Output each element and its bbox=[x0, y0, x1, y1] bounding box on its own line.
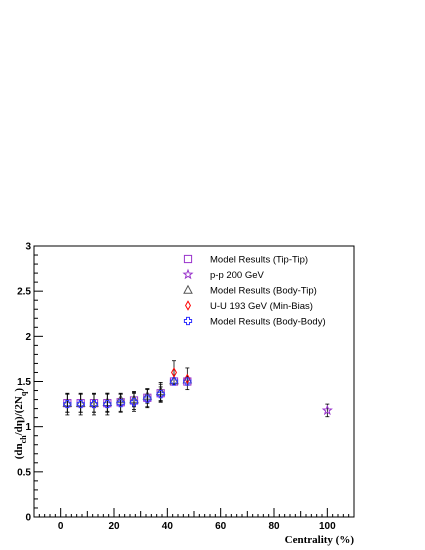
data-point-4-9 bbox=[183, 377, 192, 386]
y-axis: 0 0.5 1 1.5 2 2.5 3 bbox=[17, 242, 43, 524]
legend-marker-0 bbox=[183, 254, 193, 264]
legend-label-1: p-p 200 GeV bbox=[210, 270, 265, 281]
legend-label-0: Model Results (Tip-Tip) bbox=[210, 255, 308, 266]
x-tick-label: 80 bbox=[268, 521, 280, 532]
data-point-3-0 bbox=[171, 367, 177, 378]
data-point-4-1 bbox=[76, 399, 85, 409]
x-tick-label: 40 bbox=[162, 521, 174, 532]
y-axis-title-part3: ) bbox=[13, 388, 25, 392]
data-point-3-1 bbox=[184, 373, 191, 384]
legend-label-2: Model Results (Body-Tip) bbox=[210, 286, 317, 297]
data-point-1-0 bbox=[321, 404, 333, 416]
data-point-4-0 bbox=[63, 399, 72, 409]
legend-label-4: Model Results (Body-Body) bbox=[210, 317, 326, 328]
x-tick-label: 20 bbox=[108, 521, 120, 532]
y-tick-label: 2.5 bbox=[17, 287, 31, 298]
legend-label-3: U-U 193 GeV (Min-Bias) bbox=[210, 301, 313, 312]
legend-marker-2 bbox=[183, 284, 193, 294]
x-tick-label: 60 bbox=[215, 521, 227, 532]
y-tick-label: 0 bbox=[25, 513, 31, 524]
y-axis-title-sub1: ch bbox=[19, 435, 28, 444]
x-axis-title: Centrality (%) bbox=[285, 534, 355, 546]
series-layer bbox=[62, 360, 333, 418]
x-tick-label: 0 bbox=[58, 521, 64, 532]
series-4 bbox=[63, 377, 192, 416]
data-point-4-6 bbox=[143, 394, 152, 403]
y-axis-title: (dnch/dη)/(2Nq) bbox=[13, 388, 28, 460]
data-point-4-7 bbox=[156, 390, 165, 399]
series-1 bbox=[321, 403, 333, 418]
y-tick-label: 0.5 bbox=[17, 467, 31, 478]
y-axis-title-sub2: q bbox=[19, 391, 28, 396]
legend-marker-3 bbox=[185, 300, 191, 311]
legend-marker-4 bbox=[183, 316, 193, 326]
data-point-4-5 bbox=[129, 398, 139, 407]
y-axis-title-part1: (dn bbox=[13, 443, 25, 459]
legend: Model Results (Tip-Tip) p-p 200 GeV Model … bbox=[182, 254, 326, 328]
y-tick-label: 2 bbox=[25, 332, 31, 343]
y-tick-label: 3 bbox=[25, 242, 31, 253]
series-3 bbox=[171, 360, 191, 391]
y-tick-label: 1.5 bbox=[17, 377, 31, 388]
x-tick-label: 100 bbox=[319, 521, 336, 532]
y-axis-title-part2: /dη)/(2N bbox=[13, 396, 25, 436]
data-point-4-4 bbox=[116, 399, 125, 408]
y-tick-label: 1 bbox=[25, 422, 31, 433]
data-point-4-8 bbox=[169, 377, 179, 386]
legend-marker-1 bbox=[182, 268, 194, 280]
data-point-4-2 bbox=[89, 399, 99, 409]
data-point-4-3 bbox=[103, 399, 112, 409]
x-axis: 0 20 40 60 80 100 bbox=[33, 508, 355, 532]
